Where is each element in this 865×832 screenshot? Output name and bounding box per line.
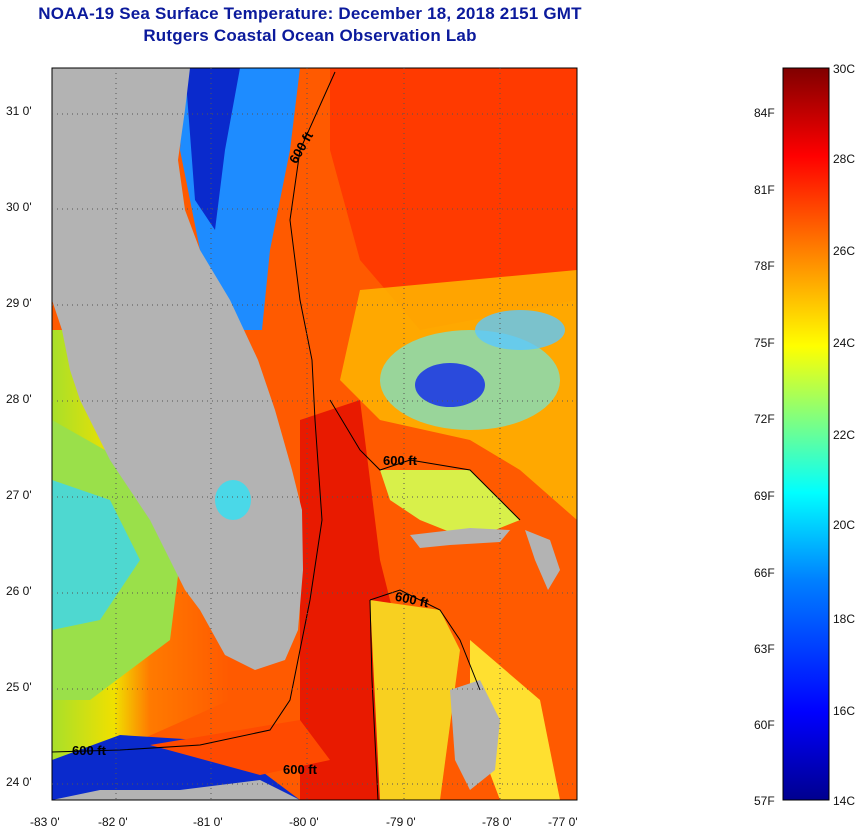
lat-label: 31 0' bbox=[6, 104, 32, 118]
lat-label: 24 0' bbox=[6, 775, 32, 789]
colorbar-fahrenheit-label: 81F bbox=[754, 183, 775, 197]
lon-label: -82 0' bbox=[98, 815, 128, 829]
colorbar-fahrenheit-label: 84F bbox=[754, 106, 775, 120]
lon-label: -80 0' bbox=[289, 815, 319, 829]
colorbar-fahrenheit-label: 60F bbox=[754, 718, 775, 732]
colorbar-fahrenheit-label: 63F bbox=[754, 642, 775, 656]
page-subtitle: Rutgers Coastal Ocean Observation Lab bbox=[143, 26, 477, 45]
colorbar bbox=[782, 67, 830, 801]
colorbar-fahrenheit-label: 72F bbox=[754, 412, 775, 426]
lon-label: -78 0' bbox=[482, 815, 512, 829]
lat-label: 26 0' bbox=[6, 584, 32, 598]
colorbar-celsius-label: 20C bbox=[833, 518, 856, 532]
colorbar-celsius-label: 26C bbox=[833, 244, 856, 258]
isobath-label: 600 ft bbox=[283, 762, 317, 777]
lat-label: 25 0' bbox=[6, 680, 32, 694]
colorbar-fahrenheit-label: 66F bbox=[754, 566, 775, 580]
page-title: NOAA-19 Sea Surface Temperature: Decembe… bbox=[38, 4, 582, 23]
lat-label: 30 0' bbox=[6, 200, 32, 214]
isobath-label: 600 ft bbox=[72, 743, 106, 758]
isobath-label: 600 ft bbox=[383, 453, 417, 468]
colorbar-celsius-label: 22C bbox=[833, 428, 856, 442]
colorbar-celsius-label: 14C bbox=[833, 794, 856, 808]
colorbar-celsius-label: 24C bbox=[833, 336, 856, 350]
colorbar-celsius-label: 30C bbox=[833, 62, 856, 76]
land bbox=[52, 68, 560, 800]
lon-label: -83 0' bbox=[30, 815, 60, 829]
lon-label: -81 0' bbox=[193, 815, 223, 829]
colorbar-celsius-label: 16C bbox=[833, 704, 856, 718]
lon-label: -79 0' bbox=[386, 815, 416, 829]
colorbar-celsius-label: 18C bbox=[833, 612, 856, 626]
colorbar-fahrenheit-label: 69F bbox=[754, 489, 775, 503]
colorbar-fahrenheit-label: 57F bbox=[754, 794, 775, 808]
colorbar-fahrenheit-label: 78F bbox=[754, 259, 775, 273]
graticule bbox=[52, 68, 577, 800]
isobath-600ft bbox=[51, 71, 521, 801]
lat-label: 28 0' bbox=[6, 392, 32, 406]
map-frame bbox=[51, 67, 578, 801]
lon-label: -77 0' bbox=[548, 815, 578, 829]
sst-field bbox=[52, 68, 577, 800]
lat-label: 27 0' bbox=[6, 488, 32, 502]
colorbar-celsius-label: 28C bbox=[833, 152, 856, 166]
colorbar-fahrenheit-label: 75F bbox=[754, 336, 775, 350]
lat-label: 29 0' bbox=[6, 296, 32, 310]
